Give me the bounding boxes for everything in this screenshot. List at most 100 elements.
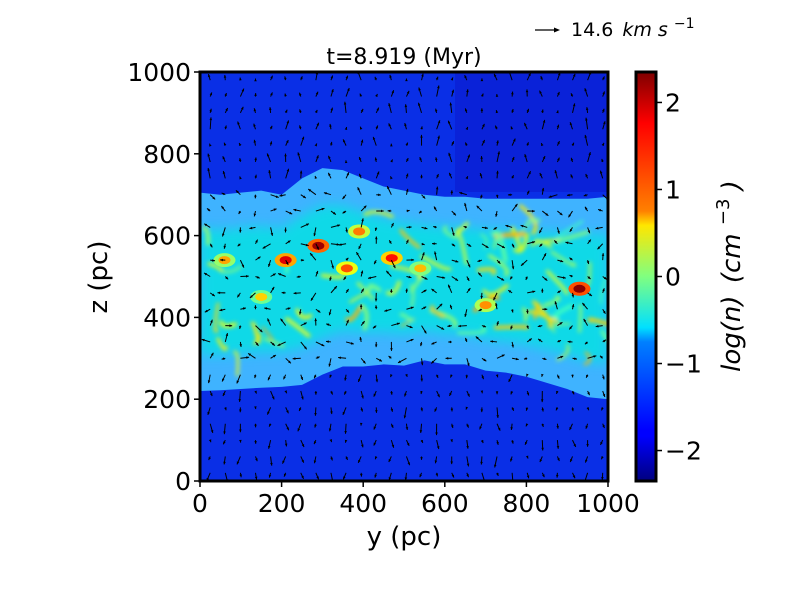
velocity-arrow-head xyxy=(466,89,469,93)
filament xyxy=(261,326,274,341)
velocity-arrow-head xyxy=(330,391,333,395)
velocity-arrow-head xyxy=(589,293,592,297)
velocity-arrow-head xyxy=(249,226,253,230)
velocity-arrow-head xyxy=(321,207,325,211)
density-layer xyxy=(200,168,608,400)
velocity-arrow-head xyxy=(418,87,421,91)
velocity-arrow-head xyxy=(358,157,362,160)
velocity-arrow-head xyxy=(282,460,285,464)
velocity-arrow-head xyxy=(293,208,297,212)
reference-vector: 14.6 km s −1 xyxy=(535,16,695,41)
y-axis-label: z (pc) xyxy=(84,241,114,314)
velocity-arrow-head xyxy=(585,459,588,463)
velocity-arrow-head xyxy=(390,391,393,395)
velocity-arrow-head xyxy=(541,423,544,427)
velocity-arrow-head xyxy=(406,90,410,94)
velocity-arrow-head xyxy=(223,245,227,249)
colorbar-label-main: log(n) xyxy=(717,295,747,371)
velocity-arrow-head xyxy=(524,154,527,158)
velocity-arrow-head xyxy=(359,336,363,340)
velocity-arrow-head xyxy=(350,342,354,345)
velocity-arrow-head xyxy=(556,390,559,394)
velocity-arrow-head xyxy=(466,424,469,428)
velocity-arrow-head xyxy=(495,391,499,395)
velocity-arrow-head xyxy=(361,321,365,325)
velocity-arrow-head xyxy=(435,76,439,80)
velocity-arrow-head xyxy=(409,325,413,329)
filament xyxy=(349,292,368,304)
velocity-arrow-head xyxy=(376,107,379,111)
clump-core xyxy=(255,292,268,301)
velocity-arrow-head xyxy=(587,230,591,234)
velocity-arrow-head xyxy=(585,117,588,121)
velocity-arrow-head xyxy=(329,439,333,443)
velocity-arrow-head xyxy=(390,408,394,412)
velocity-arrow-head xyxy=(332,211,336,215)
velocity-arrow-head xyxy=(532,290,536,294)
velocity-arrow-head xyxy=(201,338,205,342)
velocity-arrow-head xyxy=(308,189,312,192)
velocity-arrow-head xyxy=(405,158,409,162)
velocity-arrow-head xyxy=(528,73,531,77)
velocity-arrow-head xyxy=(253,213,257,217)
velocity-arrow-head xyxy=(236,461,240,465)
velocity-arrow-head xyxy=(541,288,544,292)
velocity-arrow-head xyxy=(271,396,275,400)
filament xyxy=(587,317,608,326)
velocity-arrow-head xyxy=(556,446,560,449)
velocity-arrow-head xyxy=(423,289,427,293)
velocity-arrow-head xyxy=(374,76,378,80)
velocity-arrow-head xyxy=(480,440,484,444)
velocity-arrow-head xyxy=(601,456,604,460)
velocity-arrow-head xyxy=(284,443,288,447)
filament xyxy=(213,302,220,333)
velocity-arrow-head xyxy=(342,210,346,214)
velocity-arrow-head xyxy=(542,474,545,478)
velocity-arrow-head xyxy=(420,174,423,178)
velocity-arrow-head xyxy=(326,323,330,327)
velocity-arrow-head xyxy=(569,257,573,261)
velocity-arrow-head xyxy=(372,136,376,140)
velocity-arrow-head xyxy=(525,89,529,93)
velocity-arrow-head xyxy=(452,232,455,236)
velocity-arrow-head xyxy=(480,108,484,111)
velocity-arrow-head xyxy=(479,173,483,177)
velocity-arrow-head xyxy=(555,407,559,411)
velocity-arrow-head xyxy=(284,93,287,97)
velocity-arrow-head xyxy=(264,307,268,310)
colorbar-label-exp: −3 xyxy=(713,199,734,226)
velocity-arrow-head xyxy=(485,245,489,248)
velocity-arrow-head xyxy=(346,172,349,176)
velocity-arrow-head xyxy=(239,439,242,443)
velocity-arrow-head xyxy=(239,229,242,233)
velocity-arrow-head xyxy=(374,456,378,460)
velocity-arrow-head xyxy=(209,108,212,112)
chart-title: t=8.919 (Myr) xyxy=(326,45,481,70)
velocity-arrow-head xyxy=(479,426,482,430)
velocity-arrow-head xyxy=(209,117,213,121)
velocity-arrow-head xyxy=(284,390,287,394)
velocity-arrow-head xyxy=(334,286,337,290)
velocity-arrow-head xyxy=(254,305,257,308)
velocity-arrow-head xyxy=(207,411,210,415)
velocity-arrow-head xyxy=(269,141,273,145)
velocity-arrow-head xyxy=(342,411,346,415)
clump-core xyxy=(353,227,366,236)
velocity-arrow-head xyxy=(539,172,543,176)
velocity-arrow-head xyxy=(253,123,256,127)
velocity-arrow-head xyxy=(269,423,272,427)
velocity-arrow-head xyxy=(286,168,290,172)
velocity-arrow-head xyxy=(404,104,408,108)
velocity-arrow-head xyxy=(360,408,363,412)
velocity-arrow-head xyxy=(361,444,364,448)
velocity-arrow-head xyxy=(584,134,588,138)
velocity-arrow-head xyxy=(343,476,346,480)
velocity-arrow-head xyxy=(524,122,527,126)
filament xyxy=(542,295,561,308)
velocity-arrow-head xyxy=(207,74,211,78)
velocity-arrow-head xyxy=(467,288,471,291)
velocity-arrow-head xyxy=(482,123,485,127)
velocity-arrow-head xyxy=(303,322,307,326)
velocity-arrow-head xyxy=(239,429,242,433)
velocity-arrow-head xyxy=(253,139,257,143)
